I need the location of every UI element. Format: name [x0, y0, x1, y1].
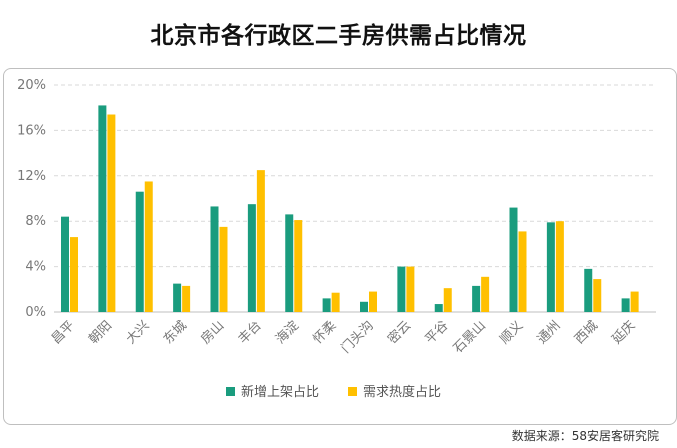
legend-swatch-new-listings	[226, 387, 235, 396]
x-category-label: 东城	[161, 318, 190, 347]
bar-demand-heat	[70, 237, 78, 312]
x-category-label: 延庆	[609, 318, 638, 347]
bar-new-listings	[509, 207, 518, 312]
y-tick-label: 16%	[17, 123, 46, 138]
y-tick-label: 4%	[25, 260, 46, 275]
bar-demand-heat	[593, 279, 602, 312]
bar-demand-heat	[144, 181, 153, 312]
bar-demand-heat	[481, 276, 490, 312]
bar-demand-heat	[406, 266, 415, 312]
bar-new-listings	[247, 204, 256, 312]
y-tick-label: 20%	[17, 78, 46, 93]
x-category-label: 平谷	[423, 318, 452, 347]
x-category-label: 昌平	[49, 318, 78, 347]
x-category-label: 海淀	[273, 318, 302, 347]
bar-new-listings	[173, 283, 182, 312]
x-category-label: 房山	[198, 318, 228, 348]
bar-new-listings	[472, 285, 481, 312]
x-category-label: 怀柔	[310, 318, 339, 347]
bar-new-listings	[61, 216, 69, 312]
x-category-label: 石景山	[451, 318, 489, 356]
bar-demand-heat	[331, 292, 340, 312]
x-category-label: 丰台	[236, 318, 265, 347]
bar-new-listings	[210, 206, 219, 312]
legend-swatch-demand-heat	[348, 387, 357, 396]
bar-new-listings	[434, 304, 443, 312]
x-category-label: 朝阳	[86, 318, 115, 347]
bar-demand-heat	[107, 114, 116, 312]
y-tick-label: 12%	[17, 169, 46, 184]
bar-demand-heat	[555, 221, 564, 312]
bar-demand-heat	[369, 291, 377, 312]
y-tick-label: 8%	[25, 214, 46, 229]
bar-new-listings	[621, 298, 630, 312]
bar-new-listings	[322, 298, 331, 312]
x-category-label: 密云	[384, 318, 414, 348]
bar-new-listings	[584, 268, 593, 312]
bar-new-listings	[135, 191, 144, 312]
bar-new-listings	[360, 301, 368, 312]
x-category-label: 大兴	[124, 318, 153, 347]
bar-demand-heat	[443, 288, 452, 312]
bar-demand-heat	[219, 226, 228, 312]
bar-new-listings	[397, 266, 406, 312]
bar-demand-heat	[294, 220, 303, 312]
x-category-label: 西城	[572, 318, 601, 347]
bar-new-listings	[98, 105, 107, 313]
bar-demand-heat	[518, 231, 527, 312]
bar-new-listings	[285, 214, 294, 312]
x-category-label: 通州	[535, 318, 564, 347]
x-category-label: 门头沟	[339, 318, 377, 356]
data-source-note: 数据来源：58安居客研究院	[511, 429, 659, 443]
bar-new-listings	[546, 222, 555, 312]
legend-label-demand-heat: 需求热度占比	[363, 384, 441, 400]
bar-demand-heat	[256, 170, 265, 312]
bar-demand-heat	[630, 291, 639, 312]
bar-demand-heat	[182, 285, 191, 312]
x-category-label: 顺义	[497, 318, 526, 347]
chart-title: 北京市各行政区二手房供需占比情况	[150, 23, 527, 49]
y-tick-label: 0%	[25, 305, 46, 320]
legend-label-new-listings: 新增上架占比	[241, 384, 319, 400]
